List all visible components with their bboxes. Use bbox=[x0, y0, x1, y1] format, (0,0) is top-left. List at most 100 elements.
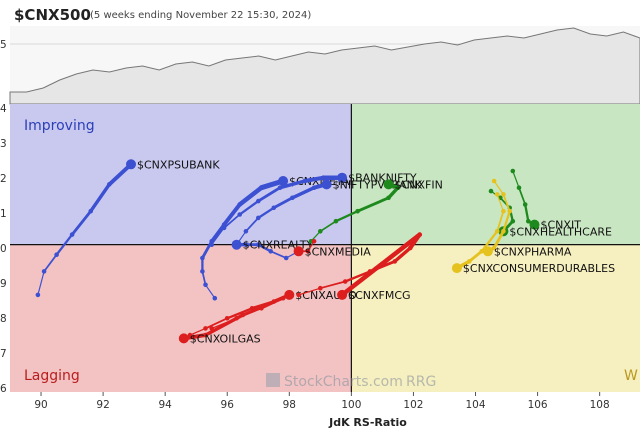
tail-point bbox=[221, 225, 227, 231]
x-tick-label: 96 bbox=[221, 399, 235, 411]
tail-segment bbox=[502, 210, 511, 233]
tail-point bbox=[243, 229, 249, 234]
tail-point bbox=[311, 185, 317, 190]
x-tick-label: 102 bbox=[403, 399, 423, 411]
tail-segment bbox=[189, 327, 207, 336]
series-head-point[interactable] bbox=[278, 176, 289, 186]
tail-segment bbox=[334, 210, 359, 223]
tail-point bbox=[467, 259, 472, 264]
y-tick-label: 2 bbox=[0, 173, 7, 185]
x-tick-label: 108 bbox=[590, 399, 610, 411]
tail-segment bbox=[344, 270, 372, 283]
series-head-point[interactable] bbox=[482, 246, 493, 257]
y-tick-label: 8 bbox=[0, 313, 7, 325]
tail-point bbox=[510, 168, 516, 174]
quadrant-weakening bbox=[351, 244, 640, 392]
y-tick-label: 1 bbox=[0, 208, 7, 220]
series-head-point[interactable] bbox=[383, 179, 394, 190]
tail-point bbox=[417, 232, 423, 237]
series-head-point[interactable] bbox=[321, 179, 332, 190]
tail-point bbox=[234, 316, 239, 321]
quadrant-improving bbox=[10, 104, 352, 245]
tail-point bbox=[290, 195, 295, 201]
tail-point bbox=[501, 229, 506, 234]
series-cnxfmcg: $CNXFMCG bbox=[296, 232, 423, 302]
tail-segment bbox=[302, 175, 326, 183]
tail-point bbox=[224, 316, 230, 321]
tail-segment bbox=[518, 186, 527, 206]
series-label: $CNXCONSUMERDURABLES bbox=[463, 262, 615, 275]
watermark-logo-icon bbox=[266, 373, 280, 387]
tail-point bbox=[280, 295, 286, 301]
tail-point bbox=[255, 242, 261, 247]
tail-segment bbox=[257, 206, 275, 220]
series-head-point[interactable] bbox=[337, 289, 348, 300]
tail-point bbox=[255, 215, 261, 221]
tail-point bbox=[271, 205, 277, 211]
tail-point bbox=[277, 185, 283, 190]
tail-point bbox=[318, 229, 323, 234]
chart-header: $CNX500 (5 weeks ending November 22 15:3… bbox=[0, 0, 640, 24]
series-label: $CNXPHARMA bbox=[494, 245, 572, 258]
price-panel: 5 bbox=[0, 26, 640, 105]
series-cnxconsumerdurables: $CNXCONSUMERDURABLES bbox=[451, 192, 615, 275]
series-label: $CNXFMCG bbox=[348, 289, 410, 302]
tail-point bbox=[69, 232, 75, 237]
series-head-point[interactable] bbox=[293, 246, 304, 257]
series-label: $CNXPSUBANK bbox=[137, 158, 220, 171]
tail-point bbox=[491, 245, 497, 251]
tail-segment bbox=[223, 213, 241, 229]
tail-segment bbox=[204, 317, 229, 330]
series-head-point[interactable] bbox=[451, 263, 462, 274]
tail-segment bbox=[238, 199, 260, 216]
series-niftypvtbank: $NIFTYPVTBANK bbox=[234, 178, 423, 247]
x-tick-label: 98 bbox=[283, 399, 296, 411]
series-cnxpsubank: $CNXPSUBANK bbox=[35, 158, 220, 298]
tail-point bbox=[522, 202, 528, 207]
tail-point bbox=[408, 245, 413, 251]
series-head-point[interactable] bbox=[178, 333, 189, 344]
tail-point bbox=[88, 208, 93, 214]
tail-segment bbox=[245, 217, 260, 233]
series-label: $CNXFIN bbox=[395, 178, 443, 191]
series-head-point[interactable] bbox=[126, 159, 136, 170]
tail-point bbox=[203, 326, 208, 331]
x-tick-label: 106 bbox=[528, 399, 548, 411]
tail-segment bbox=[467, 249, 484, 263]
series-cnxpharma: $CNXPHARMA bbox=[482, 178, 572, 258]
tail-point bbox=[209, 326, 214, 331]
series-head-point[interactable] bbox=[231, 239, 242, 250]
tail-point bbox=[479, 249, 485, 254]
series-cnxhealthcare: $CNXHEALTHCARE bbox=[488, 188, 612, 238]
tail-point bbox=[296, 292, 301, 298]
series-head-point[interactable] bbox=[529, 219, 540, 230]
series-head-point[interactable] bbox=[337, 172, 348, 183]
tail-point bbox=[318, 285, 323, 291]
tail-segment bbox=[493, 180, 504, 195]
tail-point bbox=[302, 178, 308, 184]
tail-point bbox=[240, 312, 246, 318]
tail-segment bbox=[502, 193, 511, 213]
tail-point bbox=[367, 269, 373, 274]
tail-point bbox=[203, 332, 208, 338]
tail-segment bbox=[43, 253, 58, 273]
quadrant-label-lagging: Lagging bbox=[24, 368, 80, 384]
tail-segment bbox=[512, 170, 520, 189]
tail-segment bbox=[319, 220, 337, 233]
quadrant-lagging bbox=[10, 244, 352, 392]
watermark: StockCharts.com RRG bbox=[266, 373, 436, 390]
tail-point bbox=[221, 222, 227, 227]
series-banknifty: $BANKNIFTY bbox=[209, 172, 417, 247]
tail-point bbox=[268, 249, 274, 254]
series-label: $NIFTYPVTBANK bbox=[333, 178, 423, 191]
tail-point bbox=[200, 269, 205, 274]
series-head-point[interactable] bbox=[284, 289, 295, 300]
series-cnxmedia: $CNXMEDIA bbox=[293, 239, 371, 258]
tail-segment bbox=[319, 280, 347, 290]
tail-segment bbox=[524, 203, 530, 223]
tail-segment bbox=[55, 233, 74, 256]
tail-point bbox=[488, 188, 494, 194]
tail-point bbox=[311, 239, 317, 244]
